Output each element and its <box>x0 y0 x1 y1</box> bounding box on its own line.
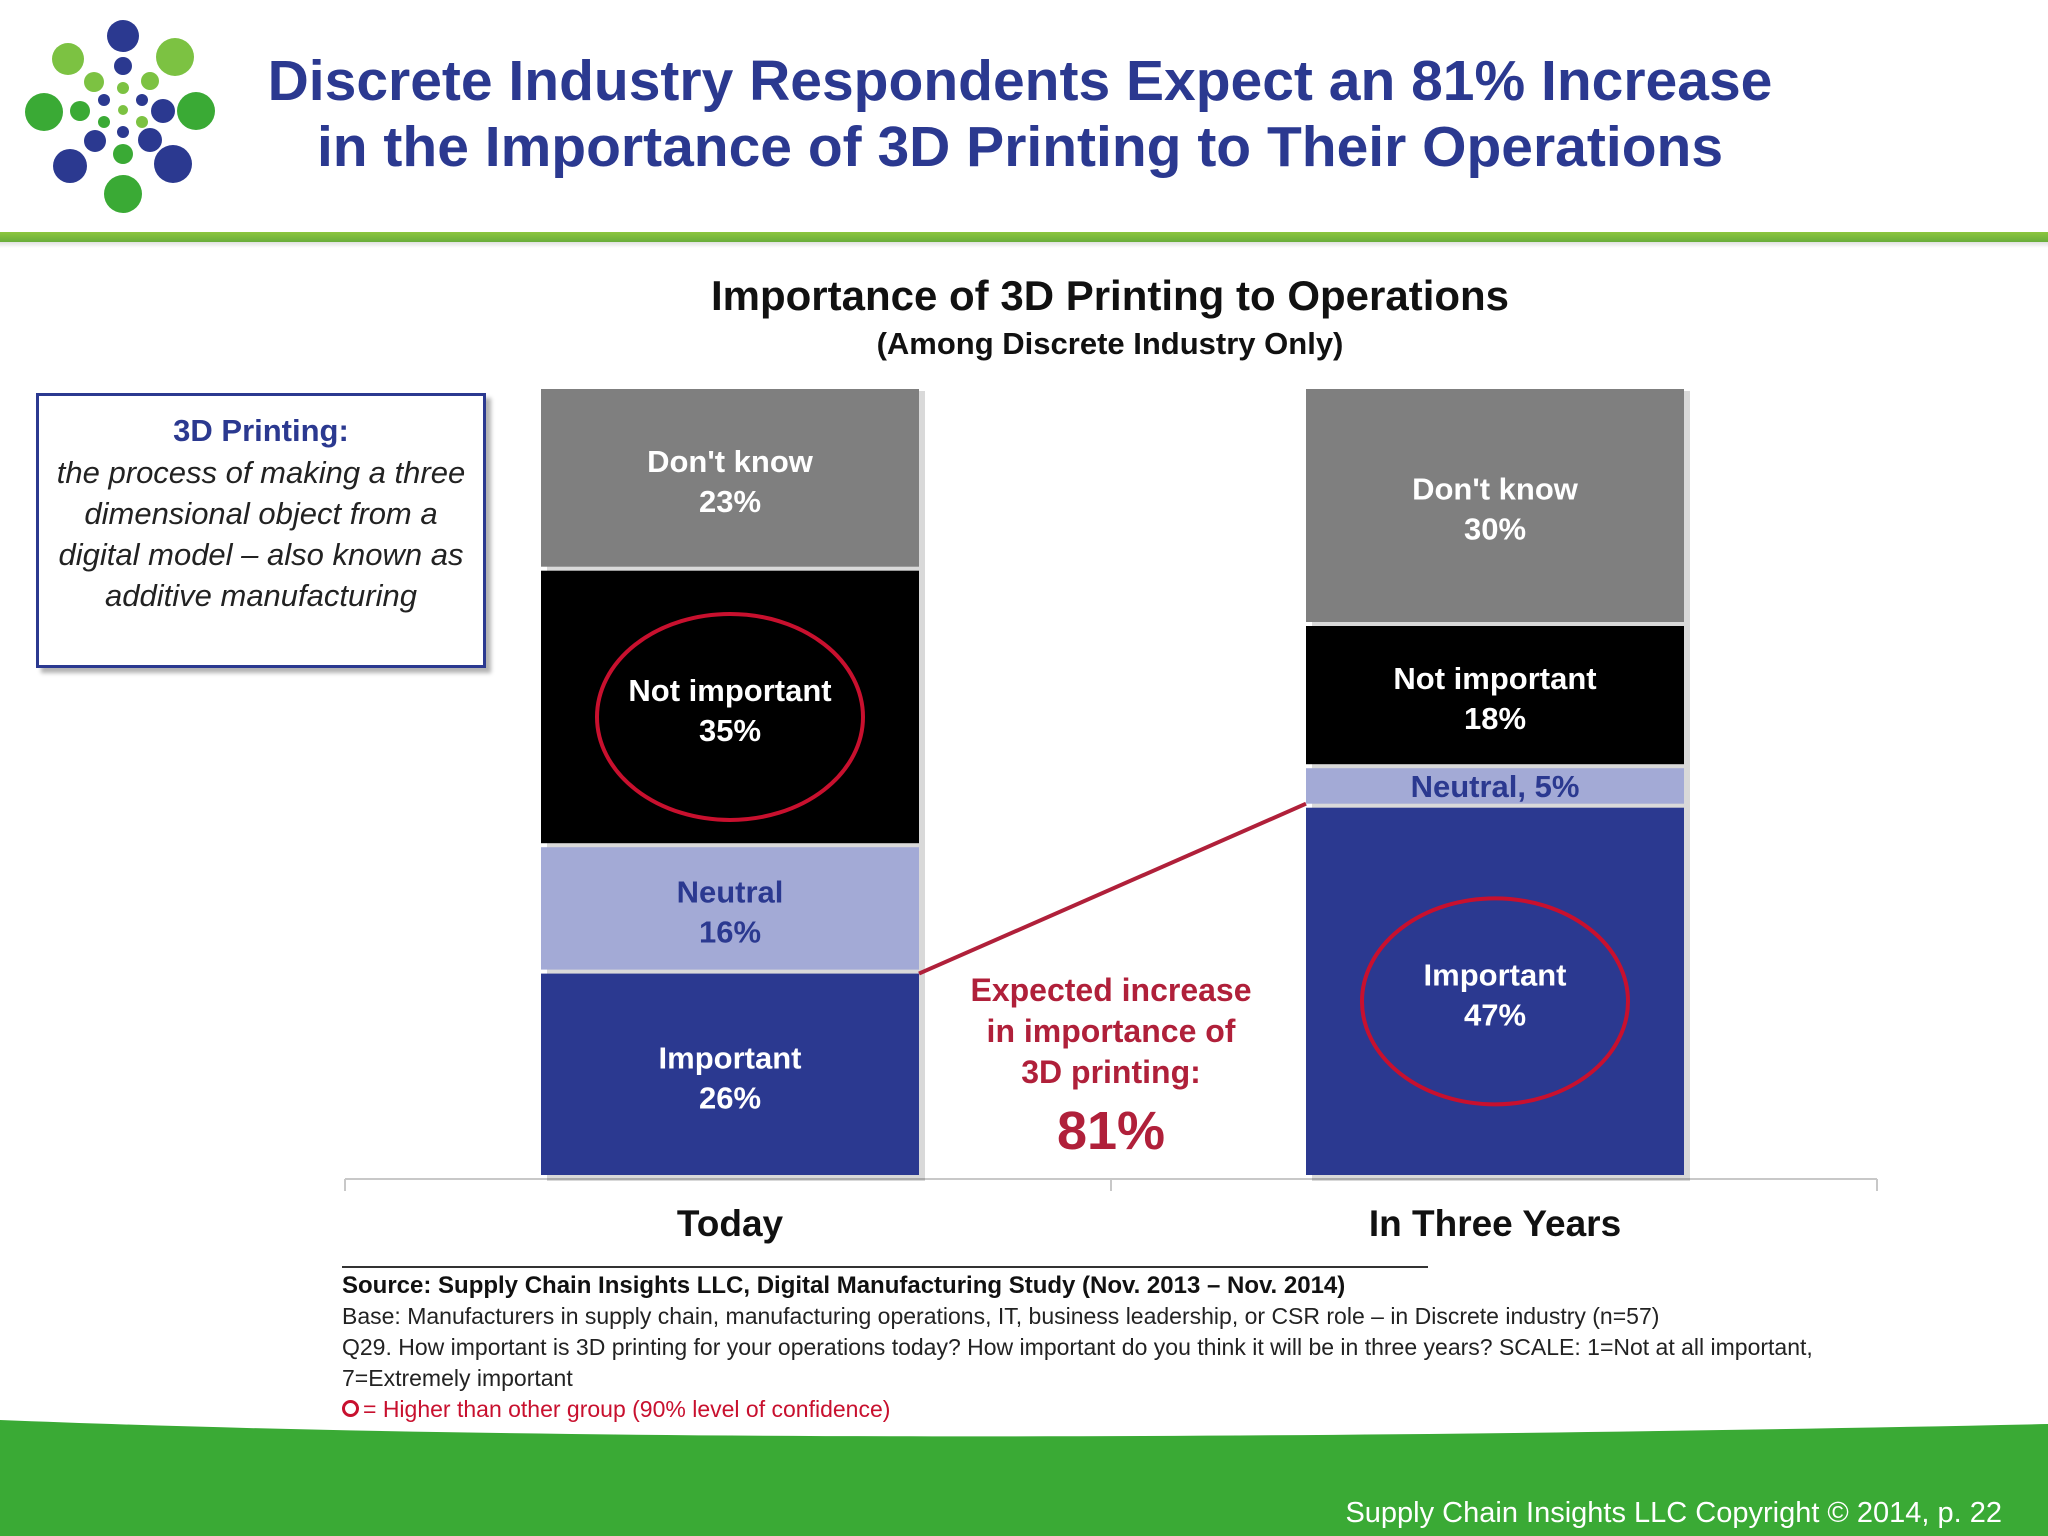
bar-today-don-t-know <box>541 389 919 567</box>
bar-today-important <box>541 973 919 1175</box>
source-notes: Source: Supply Chain Insights LLC, Digit… <box>342 1270 1882 1425</box>
data-value-in-three-years-don-t-know: 30% <box>1464 512 1526 547</box>
data-value-today-neutral: 16% <box>699 914 761 949</box>
stacked-bar-chart: Important 26% Neutral 16% Not important 35% Do… <box>344 389 1878 1244</box>
header-divider-shadow <box>0 242 2048 248</box>
data-label-today-not-important: Not important <box>628 673 831 708</box>
bar-in-three-years-don-t-know <box>1306 389 1684 622</box>
annotation-line-3: 3D printing: <box>1021 1054 1201 1090</box>
source-question: Q29. How important is 3D printing for yo… <box>342 1334 1813 1391</box>
significance-legend-text: = Higher than other group (90% level of … <box>363 1396 891 1422</box>
data-label-in-three-years-neutral: Neutral, 5% <box>1411 769 1580 804</box>
data-label-today-don-t-know: Don't know <box>647 444 814 479</box>
x-tick-label-today: Today <box>677 1203 784 1244</box>
definition-box: 3D Printing: the process of making a thr… <box>36 393 486 668</box>
significance-legend: = Higher than other group (90% level of … <box>342 1394 1882 1425</box>
source-base: Base: Manufacturers in supply chain, man… <box>342 1303 1660 1329</box>
chart-title: Importance of 3D Printing to Operations <box>710 272 1510 319</box>
footer-copyright: Supply Chain Insights LLC Copyright © 20… <box>1345 1497 2002 1529</box>
data-value-in-three-years-not-important: 18% <box>1464 701 1526 736</box>
bar-today-neutral <box>541 847 919 970</box>
definition-text: the process of making a three dimensiona… <box>56 455 466 613</box>
bar-in-three-years-neutral <box>1306 768 1684 804</box>
definition-term: 3D Printing: <box>173 413 349 448</box>
header-divider <box>0 232 2048 242</box>
annotation-value: 81% <box>1057 1101 1165 1161</box>
data-value-today-don-t-know: 23% <box>699 484 761 519</box>
data-label-today-neutral: Neutral <box>677 874 784 909</box>
page-title-line-1: Discrete Industry Respondents Expect an … <box>267 49 1773 113</box>
increase-connector-line <box>918 801 1307 976</box>
data-label-in-three-years-not-important: Not important <box>1393 661 1596 696</box>
highlight-circle-in-three-years-important <box>1360 896 1630 1107</box>
page-title-line-2: in the Importance of 3D Printing to Thei… <box>316 115 1724 179</box>
x-tick-label-in-three-years: In Three Years <box>1369 1203 1621 1244</box>
source-divider <box>342 1266 1428 1268</box>
annotation-line-2: in importance of <box>987 1013 1236 1049</box>
annotation-line-1: Expected increase <box>970 972 1251 1008</box>
data-label-in-three-years-important: Important <box>1424 957 1567 992</box>
source-title: Source: Supply Chain Insights LLC, Digit… <box>342 1272 1346 1299</box>
highlight-circle-today-not-important <box>595 611 865 822</box>
data-label-today-important: Important <box>659 1040 802 1075</box>
circle-marker-icon <box>342 1400 359 1418</box>
bar-in-three-years-not-important <box>1306 626 1684 765</box>
bar-in-three-years-important <box>1306 807 1684 1175</box>
footer-band: Supply Chain Insights LLC Copyright © 20… <box>0 1420 2048 1536</box>
data-value-today-not-important: 35% <box>699 713 761 748</box>
bar-today-not-important <box>541 570 919 844</box>
data-label-in-three-years-don-t-know: Don't know <box>1412 472 1579 507</box>
data-value-in-three-years-important: 47% <box>1464 997 1526 1032</box>
chart-subtitle: (Among Discrete Industry Only) <box>876 326 1344 361</box>
data-value-today-important: 26% <box>699 1080 761 1115</box>
company-logo <box>25 20 215 213</box>
footer-wave <box>0 1420 2048 1536</box>
